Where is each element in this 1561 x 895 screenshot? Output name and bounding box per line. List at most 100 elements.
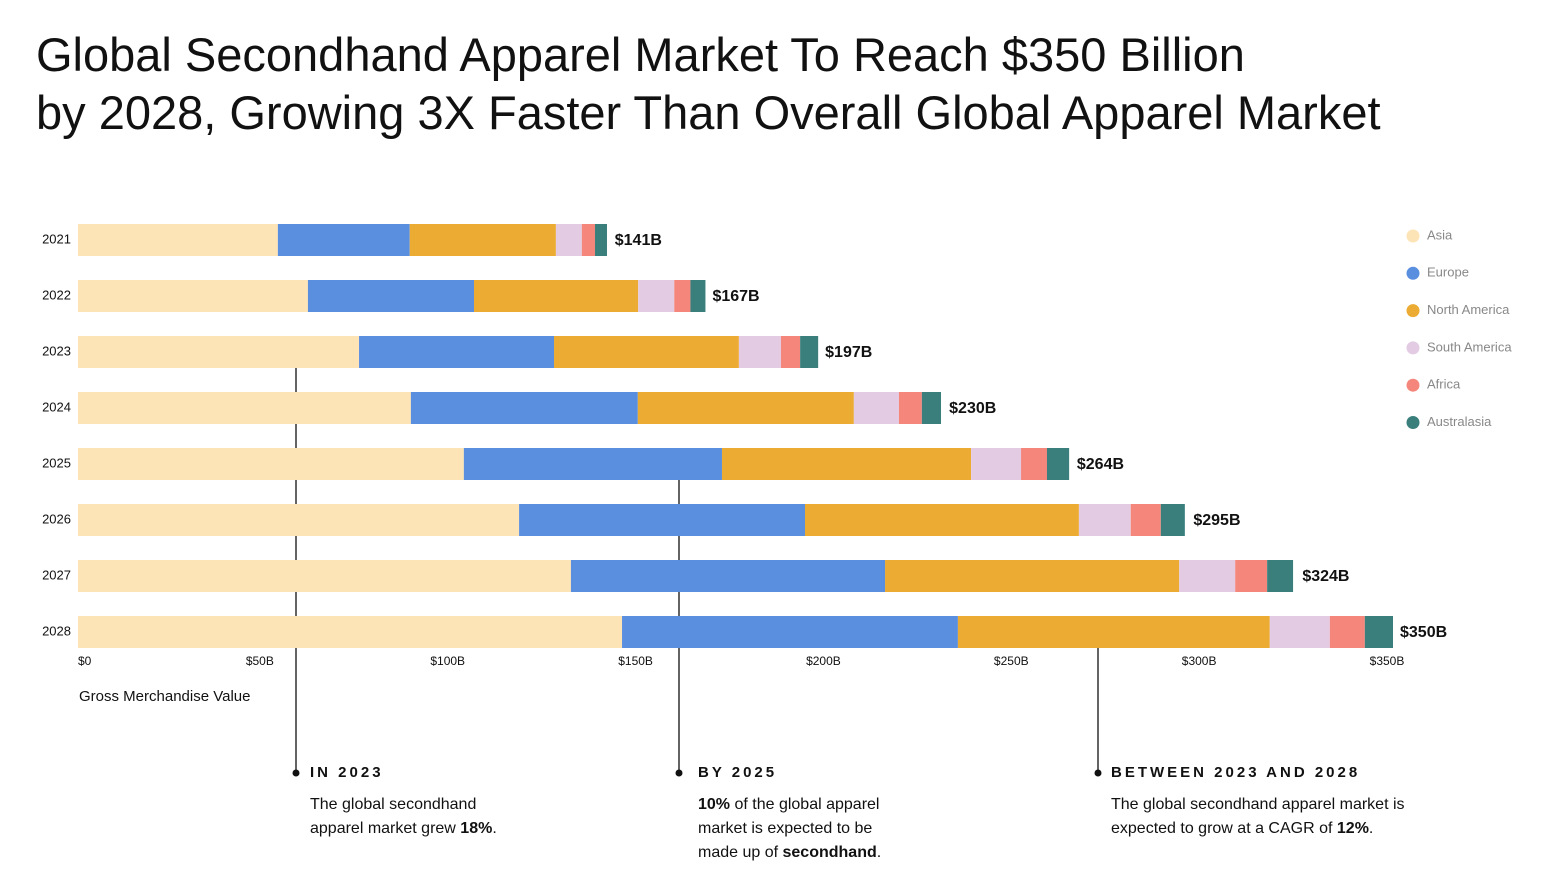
annotation-text: The global secondhand apparel market is …	[1111, 796, 1405, 837]
x-tick-label: $350B	[1370, 654, 1405, 668]
annotation-dot	[1094, 769, 1102, 777]
annotation-text: 12%	[1336, 820, 1369, 837]
bar-segment	[1078, 504, 1131, 536]
annotation: BY 2025 10% of the global apparel market …	[698, 764, 898, 865]
bar-segment	[800, 336, 819, 368]
total-label: $197B	[825, 344, 872, 361]
bar-segment	[971, 448, 1022, 480]
annotation-heading: BETWEEN 2023 AND 2028	[1111, 764, 1361, 781]
annotation-heading: IN 2023	[310, 764, 384, 781]
x-tick-label: $50B	[246, 654, 274, 668]
annotation-text: 10%	[698, 796, 731, 813]
annotation-text: .	[492, 820, 497, 837]
bar-segment	[622, 616, 958, 648]
bar-segment	[957, 616, 1270, 648]
legend-label: South America	[1427, 339, 1512, 354]
bar-segment	[853, 392, 899, 424]
total-label: $350B	[1400, 624, 1447, 641]
total-label: $230B	[949, 400, 996, 417]
legend-label: Africa	[1427, 377, 1461, 392]
annotation-dot	[292, 769, 300, 777]
bar-segment	[1267, 560, 1294, 592]
y-tick-label: 2024	[42, 399, 71, 414]
bar-segment	[594, 224, 608, 256]
x-tick-label: $0	[78, 654, 92, 668]
legend-label: Asia	[1427, 227, 1453, 242]
y-tick-label: 2027	[42, 567, 71, 582]
bar-segment	[554, 336, 739, 368]
annotation-text: .	[1368, 820, 1374, 837]
total-label: $295B	[1193, 512, 1240, 529]
bar-segment	[78, 224, 278, 256]
x-tick-label: $100B	[430, 654, 465, 668]
bar-segment	[78, 616, 623, 648]
y-tick-label: 2023	[42, 343, 71, 358]
annotation-text: The global secondhand apparel market gre…	[310, 796, 477, 837]
annotation: IN 2023 The global secondhand apparel mar…	[310, 764, 520, 841]
bar-segment	[1235, 560, 1268, 592]
bar-segment	[690, 280, 706, 312]
annotation-text: .	[876, 844, 882, 861]
bar-segment	[721, 448, 972, 480]
annotation: BETWEEN 2023 AND 2028 The global secondha…	[1111, 764, 1406, 841]
bar-segment	[78, 392, 411, 424]
annotation-heading: BY 2025	[698, 764, 778, 781]
bar-segment	[738, 336, 781, 368]
bar-segment	[805, 504, 1079, 536]
annotation-body: The global secondhand apparel market gre…	[310, 793, 520, 841]
bar-segment	[474, 280, 639, 312]
bar-segment	[555, 224, 582, 256]
bar-segment	[78, 280, 308, 312]
y-tick-label: 2026	[42, 511, 71, 526]
bar-segment	[1269, 616, 1330, 648]
bar-segment	[570, 560, 886, 592]
x-tick-label: $250B	[994, 654, 1029, 668]
bar-segment	[1130, 504, 1161, 536]
x-axis-label: Gross Merchandise Value	[79, 688, 250, 705]
x-tick-label: $300B	[1182, 654, 1217, 668]
bar-segment	[637, 392, 854, 424]
bar-segment	[78, 336, 360, 368]
bar-segment	[78, 448, 464, 480]
bar-segment	[674, 280, 691, 312]
legend-swatch	[1406, 378, 1420, 392]
bar-segment	[638, 280, 675, 312]
legend-swatch	[1406, 229, 1420, 243]
bar-segment	[519, 504, 806, 536]
bar-segment	[277, 224, 410, 256]
bar-segment	[780, 336, 801, 368]
bar-segment	[1046, 448, 1070, 480]
bar-segment	[581, 224, 595, 256]
annotation-text: secondhand	[782, 844, 877, 861]
title-line: by 2028, Growing 3X Faster Than Overall …	[36, 86, 1381, 139]
bar-segment	[921, 392, 942, 424]
y-tick-label: 2021	[42, 231, 71, 246]
legend-swatch	[1406, 266, 1420, 280]
bar-segment	[885, 560, 1180, 592]
bar-segment	[78, 504, 520, 536]
bar-segment	[1179, 560, 1236, 592]
total-label: $264B	[1077, 456, 1124, 473]
legend-label: Europe	[1427, 265, 1469, 280]
total-label: $324B	[1302, 568, 1349, 585]
annotation-text: 18%	[460, 820, 493, 837]
total-label: $141B	[615, 232, 662, 249]
bar-segment	[307, 280, 475, 312]
bar-segment	[359, 336, 555, 368]
bar-segment	[1364, 616, 1393, 648]
bar-segment	[1160, 504, 1185, 536]
title-line: Global Secondhand Apparel Market To Reac…	[36, 28, 1245, 81]
y-tick-label: 2028	[42, 623, 71, 638]
bar-segment	[410, 392, 638, 424]
y-tick-label: 2025	[42, 455, 71, 470]
legend-label: Australasia	[1427, 414, 1492, 429]
annotation-body: 10% of the global apparel market is expe…	[698, 793, 898, 865]
bar-segment	[463, 448, 722, 480]
chart-title: Global Secondhand Apparel Market To Reac…	[36, 26, 1381, 142]
bar-segment	[1021, 448, 1047, 480]
legend-swatch	[1406, 416, 1420, 429]
x-tick-label: $150B	[618, 654, 653, 668]
bar-segment	[409, 224, 556, 256]
